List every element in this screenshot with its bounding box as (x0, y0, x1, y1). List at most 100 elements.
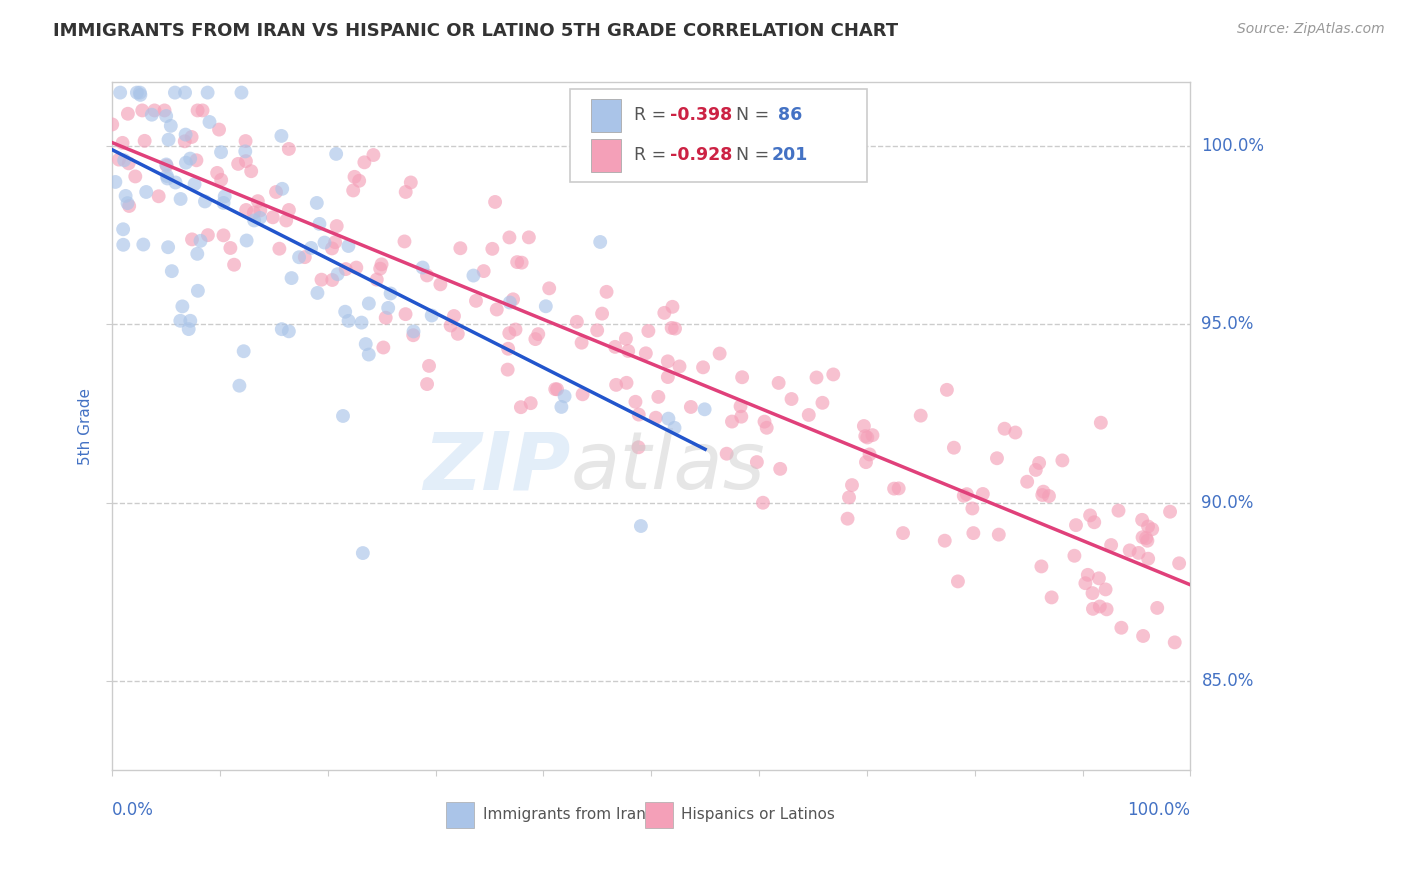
Point (1118, 543, 1140, 558)
Point (987, 527, 1010, 541)
Point (180, 130, 202, 145)
Point (1130, 513, 1153, 527)
Point (637, 324, 659, 338)
Text: atlas: atlas (571, 428, 765, 507)
Point (692, 360, 714, 375)
Point (177, 322, 200, 336)
Point (730, 399, 752, 413)
Text: R =: R = (634, 146, 672, 164)
Point (1077, 567, 1099, 582)
Point (484, 194, 506, 209)
Text: IMMIGRANTS FROM IRAN VS HISPANIC OR LATINO 5TH GRADE CORRELATION CHART: IMMIGRANTS FROM IRAN VS HISPANIC OR LATI… (53, 22, 898, 40)
Point (502, 293, 524, 307)
Point (883, 482, 905, 496)
Point (627, 440, 650, 454)
Point (277, 142, 299, 156)
Point (527, 327, 550, 342)
Point (270, 322, 292, 336)
Point (449, 241, 471, 255)
Point (1040, 591, 1063, 605)
Text: R =: R = (634, 106, 672, 125)
Point (129, 86, 152, 100)
Point (571, 387, 593, 401)
Text: Source: ZipAtlas.com: Source: ZipAtlas.com (1237, 22, 1385, 37)
Point (498, 230, 520, 244)
Point (634, 346, 657, 360)
Point (323, 235, 346, 250)
Point (496, 342, 519, 356)
Point (131, 103, 153, 118)
Point (156, 171, 179, 186)
Point (172, 299, 194, 313)
Point (280, 271, 302, 285)
Point (117, 196, 139, 211)
Point (1074, 576, 1097, 591)
Point (181, 232, 204, 246)
Point (443, 309, 465, 323)
Point (342, 184, 364, 198)
Point (603, 340, 626, 354)
Point (589, 235, 612, 249)
Point (1135, 531, 1157, 545)
Text: N =: N = (737, 146, 775, 164)
Point (232, 344, 254, 359)
Point (205, 166, 228, 180)
Point (505, 322, 527, 336)
Point (129, 87, 152, 102)
Point (524, 332, 547, 346)
Point (337, 239, 360, 253)
Point (374, 310, 396, 325)
Point (499, 295, 522, 310)
Point (481, 242, 503, 256)
Point (156, 159, 179, 173)
Point (644, 410, 666, 425)
Point (853, 429, 876, 443)
Point (693, 402, 716, 417)
Point (855, 455, 877, 469)
Point (652, 306, 675, 320)
Point (233, 145, 256, 159)
Point (169, 314, 191, 328)
Point (769, 462, 792, 476)
Point (647, 390, 669, 404)
Point (472, 264, 495, 278)
Point (194, 194, 217, 209)
Point (752, 496, 775, 510)
Point (174, 155, 197, 169)
Point (222, 258, 245, 272)
Point (157, 240, 180, 254)
Point (1132, 530, 1154, 544)
Point (972, 487, 994, 501)
Point (249, 211, 271, 225)
Point (277, 324, 299, 338)
Point (270, 128, 292, 143)
Text: 85.0%: 85.0% (1202, 672, 1254, 690)
Point (160, 264, 183, 278)
Point (118, 156, 141, 170)
Point (288, 250, 311, 264)
Point (377, 301, 399, 315)
Point (1088, 599, 1111, 614)
Point (1090, 416, 1112, 430)
Point (373, 341, 395, 355)
Point (352, 546, 374, 560)
Point (350, 316, 373, 330)
Point (240, 164, 263, 178)
Point (197, 86, 219, 100)
Y-axis label: 5th Grade: 5th Grade (79, 387, 93, 465)
Point (1095, 602, 1118, 616)
Point (934, 533, 956, 548)
Point (174, 86, 197, 100)
Point (509, 400, 531, 414)
Text: 100.0%: 100.0% (1128, 801, 1191, 819)
Point (591, 307, 613, 321)
Point (159, 119, 181, 133)
Point (134, 134, 156, 148)
Point (307, 285, 329, 300)
Point (332, 409, 354, 423)
Point (1031, 559, 1053, 574)
Point (538, 281, 561, 295)
Point (208, 122, 231, 136)
Point (1081, 586, 1104, 600)
Point (519, 396, 541, 410)
